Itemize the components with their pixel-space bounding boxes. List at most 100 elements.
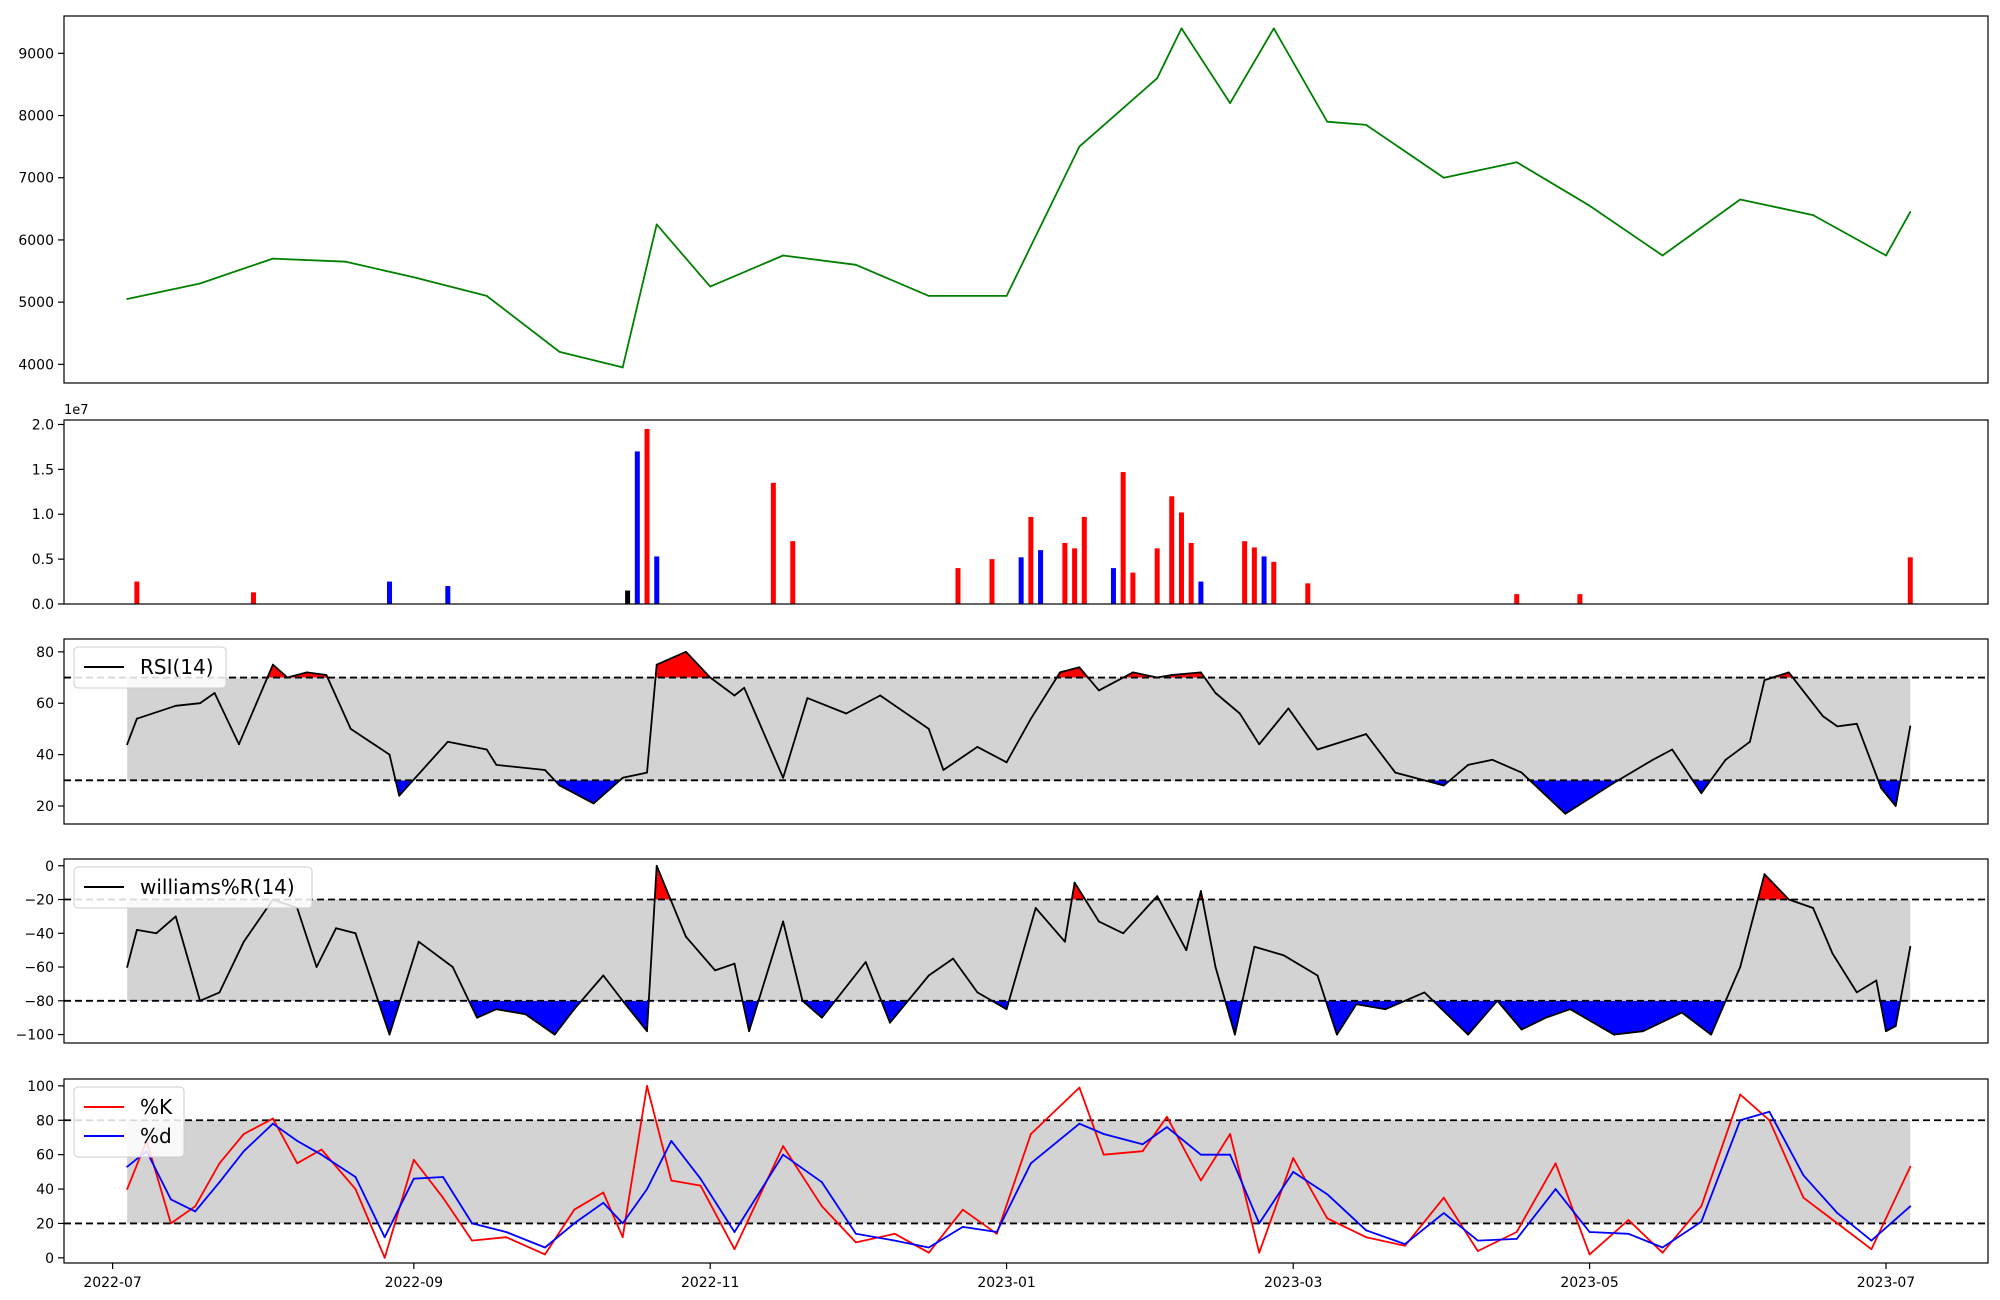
price-data-point	[655, 223, 658, 226]
rsi-data-point	[1520, 771, 1523, 774]
williams-data-point	[1063, 940, 1066, 943]
stochastic-data-point	[995, 1232, 998, 1235]
rsi-data-point	[558, 784, 561, 787]
x-tick-label: 2022-09	[385, 1275, 444, 1291]
rsi-data-point	[1005, 761, 1008, 764]
williams-data-point	[889, 1021, 891, 1024]
volume-bar	[654, 556, 660, 604]
price-data-point	[1005, 295, 1008, 297]
x-tick-label: 2022-07	[83, 1275, 142, 1291]
rsi-ytick-label: 20	[36, 799, 54, 815]
stochastic-data-point	[1515, 1231, 1518, 1233]
stochastic-data-point	[602, 1191, 605, 1194]
stochastic-data-point	[1200, 1179, 1202, 1182]
rsi-data-point	[684, 650, 687, 653]
rsi-data-point	[927, 728, 930, 730]
stochastic-data-point	[1141, 1150, 1144, 1153]
volume-bar	[1251, 547, 1257, 604]
stochastic-data-point	[1365, 1236, 1368, 1239]
stochastic-data-point	[505, 1231, 508, 1233]
williams-data-point	[1253, 945, 1256, 948]
williams-legend-box	[73, 866, 313, 909]
rsi-data-point	[1724, 758, 1727, 761]
williams-data-point	[1156, 895, 1159, 898]
rsi-data-point	[1059, 671, 1061, 674]
rsi-data-point	[126, 743, 129, 746]
stochastic-data-point	[320, 1148, 323, 1151]
volume-bar	[1018, 557, 1024, 604]
rsi-legend: RSI(14)	[73, 646, 227, 689]
williams-data-point	[621, 999, 624, 1002]
stochastic-data-point	[733, 1231, 736, 1233]
williams-data-point	[602, 974, 605, 977]
rsi-data-point	[446, 740, 449, 743]
stochastic-data-point	[821, 1181, 823, 1184]
williams-data-point	[1710, 1033, 1712, 1036]
rsi-data-point	[1700, 792, 1703, 795]
stochastic-data-point	[646, 1188, 648, 1190]
stochastic-data-point	[126, 1188, 129, 1190]
williams-data-point	[782, 920, 784, 923]
williams-data-point	[1812, 907, 1814, 909]
stochastic-data-point	[855, 1232, 857, 1235]
stochastic-data-point	[1229, 1153, 1231, 1156]
rsi-data-point	[174, 704, 177, 707]
stochastic-legend-label: %d	[140, 1124, 172, 1148]
williams-data-point	[388, 1033, 391, 1036]
stochastic-data-point	[646, 1084, 648, 1087]
stochastic-data-point	[670, 1140, 673, 1142]
price-series-line	[127, 27, 1912, 369]
williams-data-point	[1384, 1008, 1387, 1011]
williams-data-point	[1642, 1030, 1644, 1033]
stochastic-data-point	[1102, 1133, 1105, 1135]
stochastic-data-point	[733, 1248, 736, 1251]
volume-bar	[250, 592, 256, 604]
stochastic-data-point	[961, 1225, 964, 1228]
volume-bar	[1178, 512, 1184, 604]
stochastic-data-point	[242, 1150, 245, 1153]
williams-data-point	[126, 966, 129, 968]
stochastic-legend: %K %d	[73, 1086, 185, 1158]
volume-bar	[1062, 542, 1068, 604]
volume-panel: 0.0 0.5 1.0 1.5 2.0 1e7	[32, 403, 1989, 613]
rsi-data-point	[1894, 805, 1897, 807]
x-tick-label: 2023-07	[1857, 1275, 1916, 1291]
stochastic-panel: 0 20 40 60 80 100 %K %d	[27, 1078, 1989, 1267]
rsi-data-point	[1316, 748, 1319, 751]
stochastic-data-point	[1909, 1205, 1912, 1208]
volume-bar	[1242, 541, 1248, 604]
rsi-data-point	[845, 712, 848, 715]
stochastic-ytick-label: 80	[36, 1113, 54, 1129]
rsi-data-point	[1200, 671, 1202, 674]
price-data-point	[1326, 120, 1329, 123]
stochastic-data-point	[471, 1222, 474, 1225]
price-data-point	[1180, 27, 1183, 30]
stochastic-legend-box	[73, 1086, 185, 1158]
volume-ytick-label: 0.0	[32, 597, 54, 613]
williams-data-point	[1097, 920, 1100, 923]
x-tick-label: 2022-11	[681, 1275, 740, 1291]
x-axis: 2022-07 2022-09 2022-11 2023-01 2023-03 2023-…	[83, 1263, 1915, 1291]
volume-bar	[1305, 583, 1311, 604]
stochastic-data-point	[821, 1205, 823, 1208]
williams-data-point	[335, 927, 337, 930]
volume-bar	[1198, 581, 1204, 604]
williams-data-point	[1520, 1028, 1523, 1031]
williams-data-point	[1034, 907, 1037, 909]
price-data-point	[558, 350, 561, 353]
rsi-panel: 20 40 60 80 RSI(14)	[36, 638, 1989, 825]
stochastic-data-point	[1141, 1143, 1144, 1146]
stochastic-data-point	[544, 1246, 546, 1249]
price-data-point	[1515, 161, 1518, 164]
stochastic-data-point	[699, 1177, 702, 1180]
volume-bar	[1188, 542, 1194, 604]
rsi-data-point	[733, 694, 736, 697]
williams-data-point	[927, 974, 930, 977]
stochastic-data-point	[1165, 1126, 1168, 1129]
stochastic-series-line	[126, 1085, 1912, 1259]
stochastic-ytick-label: 40	[36, 1182, 54, 1198]
williams-ytick-label: −20	[24, 893, 54, 909]
williams-data-point	[1185, 949, 1188, 952]
williams-data-point	[1763, 873, 1766, 876]
